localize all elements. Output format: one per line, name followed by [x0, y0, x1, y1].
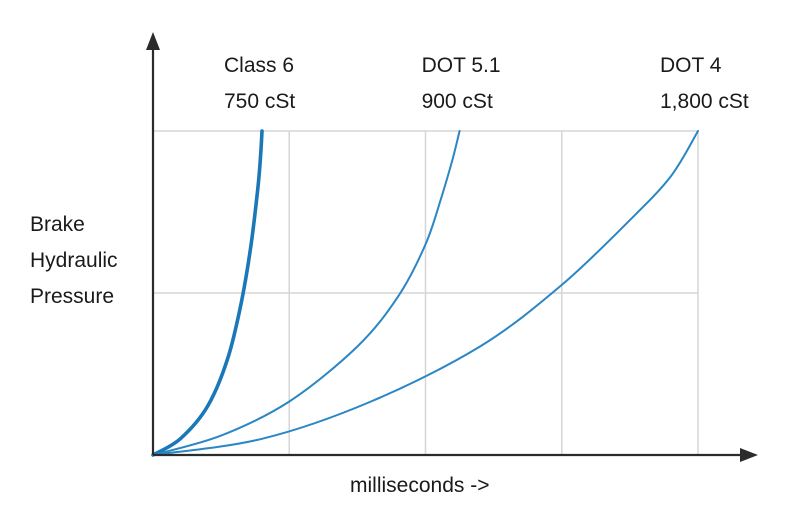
x-axis-arrow-icon — [740, 448, 758, 462]
series-sublabel-dot-4: 1,800 cSt — [660, 90, 749, 113]
series-label-class-6: Class 6 — [224, 54, 294, 77]
series-sublabel-class-6: 750 cSt — [224, 90, 295, 113]
series-layer — [151, 129, 699, 457]
x-axis-label: milliseconds -> — [350, 474, 489, 497]
labels: Brake Hydraulic Pressure milliseconds ->… — [30, 54, 749, 497]
series-label-dot-5-1: DOT 5.1 — [422, 54, 501, 77]
y-axis-label-line-2: Hydraulic — [30, 249, 118, 272]
series-line-dot-5-1 — [152, 130, 461, 456]
grid — [153, 130, 699, 455]
axes — [146, 32, 758, 462]
y-axis-label-line-1: Brake — [30, 213, 85, 236]
series-label-dot-4: DOT 4 — [660, 54, 722, 77]
series-line-class-6 — [151, 129, 264, 457]
y-axis-label-line-3: Pressure — [30, 285, 114, 308]
series-sublabel-dot-5-1: 900 cSt — [422, 90, 493, 113]
y-axis-arrow-icon — [146, 32, 160, 50]
series-line-dot-4 — [152, 130, 699, 456]
